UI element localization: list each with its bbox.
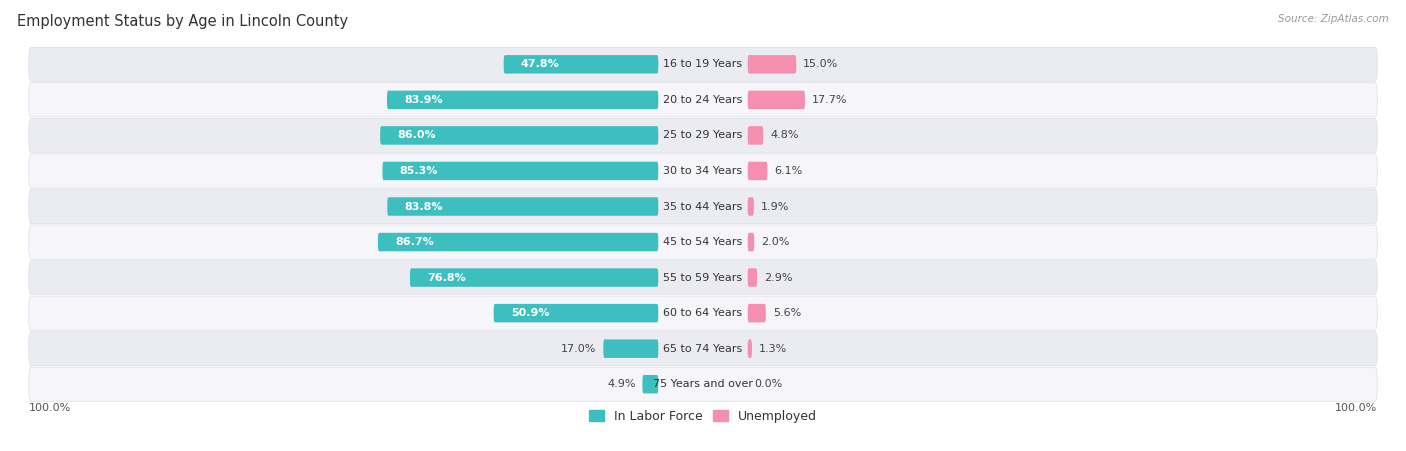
FancyBboxPatch shape xyxy=(748,91,806,109)
FancyBboxPatch shape xyxy=(387,197,658,216)
FancyBboxPatch shape xyxy=(503,55,658,74)
FancyBboxPatch shape xyxy=(28,296,1378,330)
FancyBboxPatch shape xyxy=(28,261,1378,295)
Text: 86.7%: 86.7% xyxy=(395,237,434,247)
Text: 17.7%: 17.7% xyxy=(811,95,848,105)
FancyBboxPatch shape xyxy=(748,162,768,180)
Text: 35 to 44 Years: 35 to 44 Years xyxy=(664,202,742,212)
Text: 75 Years and over: 75 Years and over xyxy=(652,379,754,389)
Text: 30 to 34 Years: 30 to 34 Years xyxy=(664,166,742,176)
Text: 83.8%: 83.8% xyxy=(405,202,443,212)
FancyBboxPatch shape xyxy=(28,83,1378,117)
Text: 16 to 19 Years: 16 to 19 Years xyxy=(664,60,742,69)
Text: 25 to 29 Years: 25 to 29 Years xyxy=(664,130,742,140)
Text: Source: ZipAtlas.com: Source: ZipAtlas.com xyxy=(1278,14,1389,23)
Text: 4.8%: 4.8% xyxy=(770,130,799,140)
Text: Employment Status by Age in Lincoln County: Employment Status by Age in Lincoln Coun… xyxy=(17,14,349,28)
FancyBboxPatch shape xyxy=(411,268,658,287)
Text: 100.0%: 100.0% xyxy=(1334,403,1378,413)
FancyBboxPatch shape xyxy=(748,340,752,358)
Text: 5.6%: 5.6% xyxy=(773,308,801,318)
FancyBboxPatch shape xyxy=(380,126,658,145)
Text: 65 to 74 Years: 65 to 74 Years xyxy=(664,344,742,354)
Text: 100.0%: 100.0% xyxy=(28,403,72,413)
FancyBboxPatch shape xyxy=(382,162,658,180)
FancyBboxPatch shape xyxy=(643,375,658,393)
Text: 50.9%: 50.9% xyxy=(510,308,550,318)
Text: 55 to 59 Years: 55 to 59 Years xyxy=(664,272,742,283)
Text: 85.3%: 85.3% xyxy=(399,166,439,176)
Text: 2.0%: 2.0% xyxy=(761,237,789,247)
FancyBboxPatch shape xyxy=(494,304,658,322)
FancyBboxPatch shape xyxy=(387,91,658,109)
Text: 1.9%: 1.9% xyxy=(761,202,789,212)
Text: 83.9%: 83.9% xyxy=(404,95,443,105)
Text: 4.9%: 4.9% xyxy=(607,379,636,389)
Text: 47.8%: 47.8% xyxy=(520,60,560,69)
FancyBboxPatch shape xyxy=(28,331,1378,366)
FancyBboxPatch shape xyxy=(28,225,1378,259)
Text: 76.8%: 76.8% xyxy=(427,272,465,283)
FancyBboxPatch shape xyxy=(748,197,754,216)
Text: 0.0%: 0.0% xyxy=(755,379,783,389)
FancyBboxPatch shape xyxy=(378,233,658,251)
Text: 20 to 24 Years: 20 to 24 Years xyxy=(664,95,742,105)
FancyBboxPatch shape xyxy=(28,189,1378,224)
FancyBboxPatch shape xyxy=(748,126,763,145)
FancyBboxPatch shape xyxy=(748,233,754,251)
Text: 1.3%: 1.3% xyxy=(759,344,787,354)
Text: 17.0%: 17.0% xyxy=(561,344,596,354)
Text: 60 to 64 Years: 60 to 64 Years xyxy=(664,308,742,318)
FancyBboxPatch shape xyxy=(28,118,1378,152)
Text: 45 to 54 Years: 45 to 54 Years xyxy=(664,237,742,247)
Legend: In Labor Force, Unemployed: In Labor Force, Unemployed xyxy=(583,405,823,428)
Text: 86.0%: 86.0% xyxy=(398,130,436,140)
FancyBboxPatch shape xyxy=(748,304,766,322)
FancyBboxPatch shape xyxy=(748,55,796,74)
Text: 2.9%: 2.9% xyxy=(763,272,793,283)
Text: 6.1%: 6.1% xyxy=(775,166,803,176)
FancyBboxPatch shape xyxy=(28,367,1378,401)
FancyBboxPatch shape xyxy=(28,154,1378,188)
FancyBboxPatch shape xyxy=(603,340,658,358)
FancyBboxPatch shape xyxy=(28,47,1378,81)
FancyBboxPatch shape xyxy=(748,268,756,287)
Text: 15.0%: 15.0% xyxy=(803,60,838,69)
